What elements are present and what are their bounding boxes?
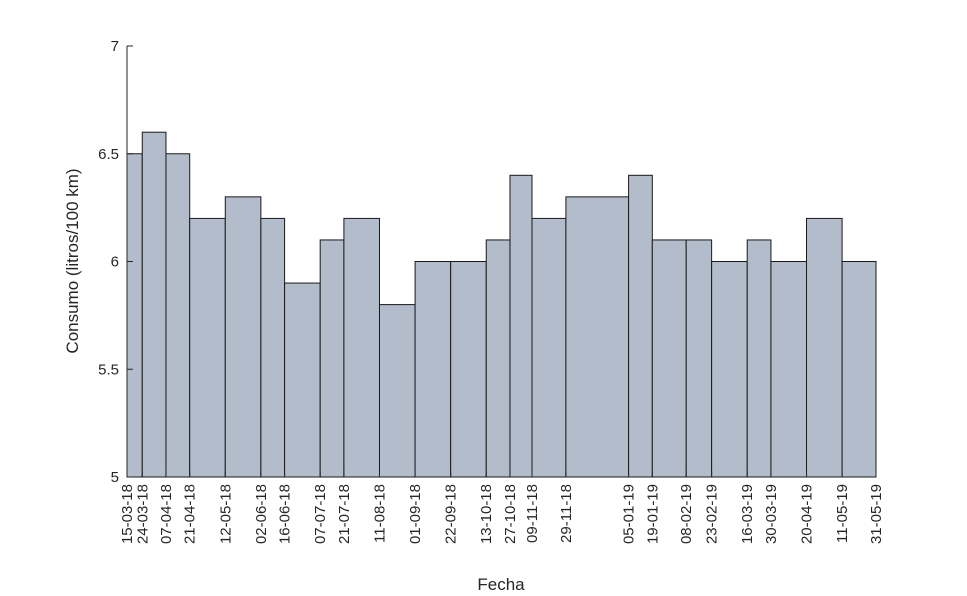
- x-tick-label: 05-01-19: [621, 484, 638, 544]
- bar: [746, 239, 772, 478]
- y-tick-label: 6.5: [98, 146, 119, 163]
- x-tick-label: 11-08-18: [371, 484, 388, 543]
- bar: [414, 261, 452, 478]
- bar: [284, 282, 321, 478]
- bar: [531, 217, 567, 478]
- x-tick-label: 21-04-18: [182, 484, 199, 544]
- x-tick-label: 24-03-18: [134, 484, 151, 544]
- x-tick-label: 01-09-18: [407, 484, 424, 544]
- x-tick-label: 15-03-18: [119, 484, 136, 544]
- x-tick-label: 11-05-19: [834, 484, 851, 543]
- bar: [378, 304, 416, 478]
- bar: [141, 131, 167, 478]
- bar: [450, 261, 487, 478]
- x-tick-label: 22-09-18: [443, 484, 460, 544]
- x-tick-label: 19-01-19: [644, 484, 661, 544]
- x-tick-label: 16-03-19: [739, 484, 756, 544]
- x-tick-label: 21-07-18: [336, 484, 353, 544]
- x-tick-label: 09-11-18: [524, 484, 541, 543]
- x-tick-label: 08-02-19: [678, 484, 695, 544]
- bar: [319, 239, 345, 478]
- x-tick-label: 20-04-19: [799, 484, 816, 544]
- x-tick-label: 13-10-18: [478, 484, 495, 544]
- bar: [841, 261, 877, 478]
- bar: [165, 153, 191, 478]
- bar: [189, 217, 226, 478]
- bar: [711, 261, 748, 478]
- x-axis-label: Fecha: [477, 575, 525, 594]
- x-tick-label: 27-10-18: [502, 484, 519, 544]
- x-tick-label: 02-06-18: [253, 484, 270, 544]
- bar: [685, 239, 713, 478]
- y-axis-label: Consumo (litros/100 km): [63, 168, 82, 353]
- y-tick-label: 5.5: [98, 361, 119, 378]
- bar: [628, 174, 653, 478]
- x-tick-label: 07-07-18: [312, 484, 329, 544]
- x-tick-label: 31-05-19: [868, 484, 885, 544]
- x-tick-label: 30-03-19: [763, 484, 780, 544]
- bar: [485, 239, 511, 478]
- x-tick-label: 07-04-18: [158, 484, 175, 544]
- bar: [260, 217, 286, 478]
- y-tick-label: 7: [111, 38, 119, 55]
- bar: [770, 261, 808, 478]
- bar: [224, 196, 262, 478]
- bar: [565, 196, 630, 478]
- bar: [126, 153, 143, 478]
- y-tick-label: 5: [111, 469, 119, 486]
- x-tick-label: 29-11-18: [558, 484, 575, 543]
- bar: [343, 217, 380, 478]
- x-tick-label: 12-05-18: [217, 484, 234, 544]
- y-tick-label: 6: [111, 254, 119, 271]
- x-tick-label: 16-06-18: [277, 484, 294, 544]
- bar: [651, 239, 687, 478]
- bar: [806, 217, 843, 478]
- bar: [509, 174, 533, 478]
- x-tick-label: 23-02-19: [704, 484, 721, 544]
